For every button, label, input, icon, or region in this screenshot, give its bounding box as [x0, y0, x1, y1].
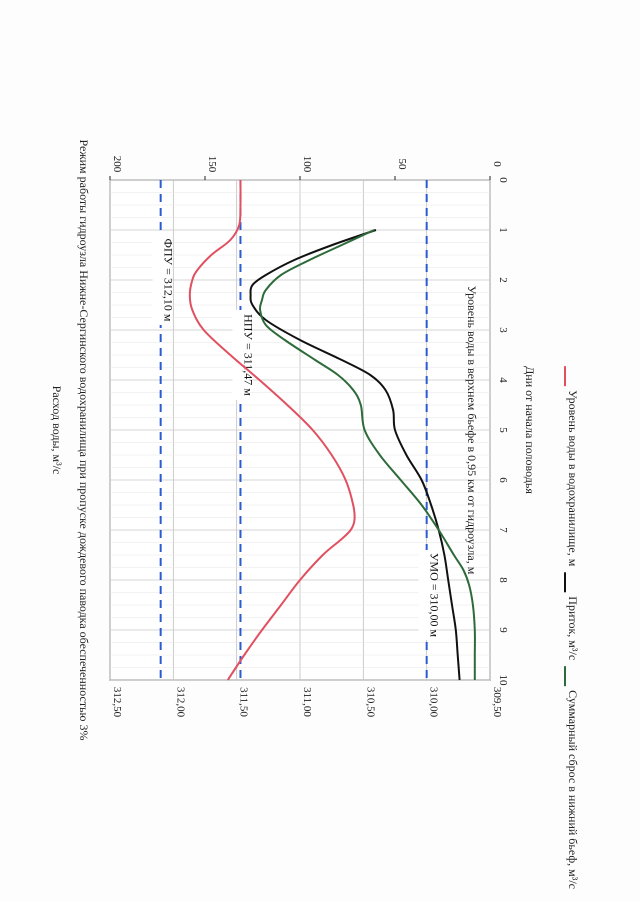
level-label-bg — [152, 235, 169, 325]
levels: ФПУ = 312,10 м НПУ = 311,47 м УМО = 310,00… — [152, 180, 442, 680]
x-tick-label: 4 — [497, 377, 509, 383]
ticks: 309,50 310,00 310,50 311,00 311,50 312,00 312,… — [109, 156, 509, 718]
level-label-bg — [418, 550, 435, 640]
y-axis-label-left: Уровень воды в верхнем бьефе в 0,95 км о… — [465, 286, 479, 575]
legend: Уровень воды в водохранилище, м Приток, м… — [564, 366, 580, 889]
x-tick-label: 5 — [497, 427, 509, 433]
x-tick-label: 1 — [497, 227, 509, 233]
legend-label-1: Приток, м³/с — [566, 596, 580, 660]
y-right-tick-label: 200 — [111, 156, 123, 173]
y-right-tick-label: 0 — [491, 161, 503, 167]
legend-label-2: Суммарный сброс в нижний бьеф, м³/с — [566, 690, 580, 889]
x-tick-label: 6 — [497, 477, 509, 483]
x-tick-label: 0 — [497, 177, 509, 183]
series — [188, 179, 476, 681]
y-right-tick-label: 150 — [206, 156, 218, 173]
y-right-tick-label: 100 — [301, 156, 313, 173]
x-tick-label: 10 — [497, 675, 509, 687]
series-line-1 — [249, 229, 461, 681]
series-line-0 — [188, 179, 356, 681]
chart-title: Режим работы гидроузла Нижне-Сергинского… — [77, 139, 91, 740]
x-tick-label: 7 — [497, 527, 509, 533]
y-left-tick-label: 311,50 — [238, 687, 250, 717]
x-axis-label: Дни от начала половодья — [523, 366, 537, 494]
x-tick-label: 3 — [497, 327, 509, 333]
y-axis-label-right: Расход воды, м³/с — [50, 386, 64, 475]
level-label-НПУ: НПУ = 311,47 м — [241, 314, 255, 396]
x-tick-label: 9 — [497, 627, 509, 633]
y-left-tick-label: 312,00 — [174, 687, 186, 718]
y-left-tick-label: 311,00 — [301, 687, 313, 717]
level-label-bg — [232, 310, 249, 400]
x-tick-label: 8 — [497, 577, 509, 583]
level-label-ФПУ: ФПУ = 312,10 м — [162, 238, 176, 321]
legend-label-0: Уровень воды в водохранилище, м — [566, 390, 580, 567]
y-right-tick-label: 50 — [396, 159, 408, 171]
y-left-tick-label: 312,50 — [111, 687, 123, 718]
y-left-tick-label: 309,50 — [491, 687, 503, 718]
y-left-tick-label: 310,00 — [428, 687, 440, 718]
y-left-tick-label: 310,50 — [364, 687, 376, 718]
series-line-2 — [258, 229, 476, 680]
level-label-УМО: УМО = 310,00 м — [428, 553, 442, 638]
grid — [109, 179, 491, 681]
x-tick-label: 2 — [497, 277, 509, 283]
